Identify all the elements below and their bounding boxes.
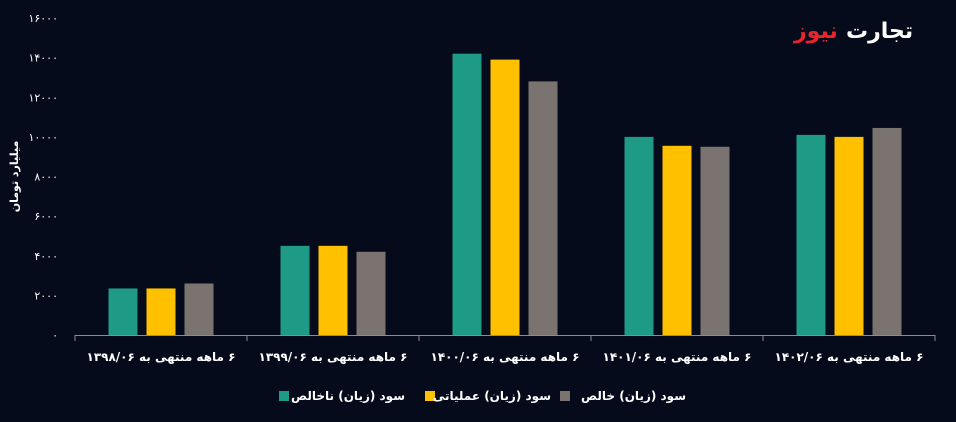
x-axis-categories: ۶ ماهه منتهی به ۱۳۹۸/۰۶ ۶ ماهه منتهی به ۱… — [74, 335, 936, 364]
x-category-label: ۶ ماهه منتهی به ۱۳۹۸/۰۶ — [87, 350, 236, 364]
y-tick-label: ۶۰۰۰ — [34, 210, 58, 223]
legend-swatch — [279, 391, 289, 401]
y-axis-title: میلیارد تومان — [8, 141, 21, 213]
bar — [280, 245, 310, 335]
logo-text-red: نیوز — [793, 19, 838, 44]
bar — [490, 59, 520, 335]
bar — [834, 136, 864, 335]
x-category-label: ۶ ماهه منتهی به ۱۴۰۰/۰۶ — [431, 350, 580, 364]
bar — [184, 283, 214, 335]
bar — [796, 134, 826, 335]
bar — [528, 81, 558, 336]
legend-swatch — [560, 391, 570, 401]
legend-swatch — [425, 391, 435, 401]
bar — [700, 146, 730, 335]
y-tick-label: ۲۰۰۰ — [34, 289, 58, 302]
bar — [872, 127, 902, 335]
y-tick-label: ۰ — [52, 329, 58, 342]
bar — [146, 288, 176, 335]
y-tick-label: ۱۲۰۰۰ — [28, 91, 58, 104]
logo: نیوز تجارت — [793, 19, 913, 44]
x-category-label: ۶ ماهه منتهی به ۱۳۹۹/۰۶ — [259, 350, 408, 364]
x-category-label: ۶ ماهه منتهی به ۱۴۰۲/۰۶ — [775, 350, 924, 364]
legend: سود (زیان) ناخالص سود (زیان) عملیاتی سود (… — [279, 389, 686, 404]
y-tick-label: ۱۰۰۰۰ — [28, 131, 58, 144]
bar — [662, 145, 692, 335]
bar — [452, 53, 482, 335]
y-tick-label: ۱۴۰۰۰ — [28, 52, 58, 65]
bar — [356, 251, 386, 335]
bar — [624, 136, 654, 335]
legend-label: سود (زیان) عملیاتی — [433, 389, 551, 404]
bars — [108, 53, 902, 336]
y-axis-ticks: ۰ ۲۰۰۰ ۴۰۰۰ ۶۰۰۰ ۸۰۰۰ ۱۰۰۰۰ ۱۲۰۰۰ ۱۴۰۰۰ ۱۶۰۰۰ — [28, 12, 58, 342]
legend-label: سود (زیان) خالص — [581, 389, 686, 404]
bar — [108, 288, 138, 335]
x-category-label: ۶ ماهه منتهی به ۱۴۰۱/۰۶ — [603, 350, 752, 364]
y-tick-label: ۴۰۰۰ — [34, 250, 58, 263]
legend-label: سود (زیان) ناخالص — [291, 389, 405, 404]
y-tick-label: ۱۶۰۰۰ — [28, 12, 58, 25]
y-tick-label: ۸۰۰۰ — [34, 171, 58, 184]
bar — [318, 245, 348, 335]
logo-text-white: تجارت — [846, 19, 913, 44]
